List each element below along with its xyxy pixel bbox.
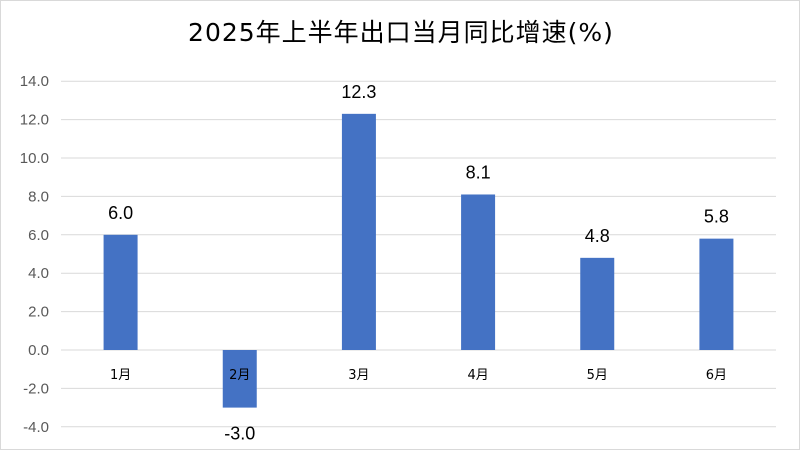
x-tick-label: 5月 — [587, 368, 608, 383]
y-tick-label: 14.0 — [20, 73, 49, 90]
x-tick-label: 6月 — [706, 368, 727, 383]
x-tick-label: 3月 — [348, 368, 369, 383]
y-tick-label: -2.0 — [23, 380, 49, 397]
y-tick-label: 6.0 — [28, 227, 49, 244]
data-label: 8.1 — [466, 162, 491, 182]
y-tick-label: 8.0 — [28, 188, 49, 205]
x-tick-label: 2月 — [229, 368, 250, 383]
y-tick-label: -4.0 — [23, 419, 49, 436]
data-label: -3.0 — [224, 424, 255, 444]
chart-title: 2025年上半年出口当月同比增速(%) — [188, 18, 614, 47]
y-tick-label: 12.0 — [20, 112, 49, 129]
bar — [103, 234, 138, 350]
bar — [222, 350, 257, 408]
data-label: 12.3 — [341, 82, 376, 102]
data-label: 5.8 — [704, 207, 729, 227]
y-tick-label: 10.0 — [20, 150, 49, 167]
y-tick-label: 4.0 — [28, 265, 49, 282]
data-label: 4.8 — [585, 226, 610, 246]
data-label: 6.0 — [108, 203, 133, 223]
bar — [699, 238, 734, 350]
bar — [580, 257, 615, 350]
bar — [341, 113, 376, 350]
x-tick-label: 4月 — [467, 368, 488, 383]
bar — [461, 194, 496, 350]
y-tick-label: 2.0 — [28, 304, 49, 321]
x-tick-label: 1月 — [110, 368, 131, 383]
y-tick-label: 0.0 — [28, 342, 49, 359]
